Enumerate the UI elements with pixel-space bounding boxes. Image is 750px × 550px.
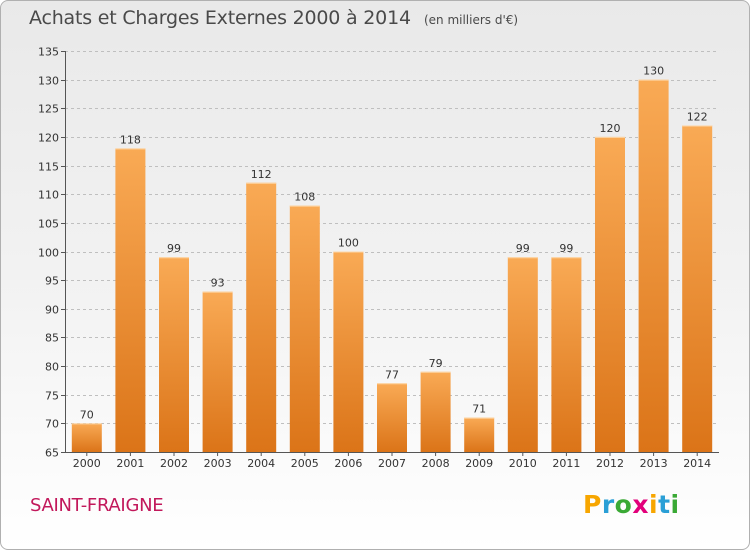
y-tick-label: 135 <box>38 46 59 59</box>
bar-value-label: 100 <box>338 237 359 250</box>
bar-value-label: 108 <box>294 191 315 204</box>
y-tick-label: 120 <box>38 132 59 145</box>
logo-letter: i <box>649 490 659 519</box>
logo-letter: P <box>583 490 602 519</box>
bar <box>420 371 451 452</box>
chart-title-row: Achats et Charges Externes 2000 à 2014 (… <box>29 7 518 29</box>
bar <box>595 136 625 452</box>
chart-title: Achats et Charges Externes 2000 à 2014 <box>29 7 411 29</box>
y-tick-label: 100 <box>38 247 59 260</box>
data-labels: 70 118 99 93 112 108 100 77 79 71 99 99 120 130 122 <box>80 65 708 422</box>
y-tick-label: 95 <box>45 275 59 288</box>
bar <box>464 417 495 452</box>
x-tick-label: 2012 <box>596 457 624 470</box>
bar <box>333 251 364 452</box>
bars <box>71 79 713 453</box>
bar-value-label: 120 <box>600 122 621 135</box>
bar <box>159 257 189 452</box>
proxiti-logo: Proxiti <box>583 490 680 519</box>
x-tick-label: 2010 <box>509 457 537 470</box>
bar <box>551 257 582 452</box>
logo-letter: r <box>601 490 615 519</box>
y-tick-label: 75 <box>45 390 59 403</box>
y-tick-label: 125 <box>38 103 59 116</box>
bar-value-label: 93 <box>211 277 225 290</box>
bar-value-label: 99 <box>516 242 530 255</box>
x-tick-label: 2007 <box>378 457 406 470</box>
bar <box>289 205 320 452</box>
x-tick-label: 2013 <box>640 457 668 470</box>
bar-value-label: 99 <box>559 242 573 255</box>
bar-value-label: 77 <box>385 368 399 381</box>
x-tick-label: 2008 <box>422 457 450 470</box>
bar-value-label: 71 <box>472 403 486 416</box>
axes <box>65 51 719 456</box>
x-tick-label: 2011 <box>552 457 580 470</box>
x-tick-label: 2003 <box>204 457 232 470</box>
y-tick-label: 105 <box>38 218 59 231</box>
bar-value-label: 79 <box>429 357 443 370</box>
y-tick-label: 110 <box>38 189 59 202</box>
x-tick-label: 2014 <box>683 457 711 470</box>
y-tick-label: 80 <box>45 361 59 374</box>
x-tick-label: 2006 <box>334 457 362 470</box>
y-tick-label: 115 <box>38 161 59 174</box>
commune-name: SAINT-FRAIGNE <box>30 495 164 516</box>
bar <box>246 182 277 452</box>
x-tick-label: 2000 <box>73 457 101 470</box>
y-tick-label: 65 <box>45 447 59 460</box>
logo-letter: o <box>614 490 633 519</box>
bar <box>507 257 538 452</box>
bar <box>682 125 713 452</box>
x-tick-label: 2001 <box>116 457 144 470</box>
y-tick-labels: 65 70 75 80 85 90 95 100 105 110 115 120 125 130 135 <box>38 46 59 460</box>
bar-value-label: 118 <box>120 133 141 146</box>
bar <box>377 383 407 452</box>
y-tick-label: 130 <box>38 75 59 88</box>
y-tick-label: 90 <box>45 304 59 317</box>
bar <box>71 423 102 452</box>
bar-value-label: 70 <box>80 408 94 421</box>
x-tick-label: 2005 <box>291 457 319 470</box>
y-tick-label: 85 <box>45 332 59 345</box>
x-tick-labels: 2000 2001 2002 2003 2004 2005 2006 2007 2008 2009… <box>73 457 711 470</box>
y-tick-label: 70 <box>45 418 59 431</box>
chart-unit: (en milliers d'€) <box>423 13 519 27</box>
bar-value-label: 99 <box>167 242 181 255</box>
bar-value-label: 112 <box>251 168 272 181</box>
logo-letter: t <box>658 490 671 519</box>
x-tick-label: 2002 <box>160 457 188 470</box>
bar <box>638 79 669 453</box>
x-tick-label: 2004 <box>247 457 275 470</box>
bar-value-label: 122 <box>687 110 708 123</box>
bar <box>202 291 233 452</box>
bar-value-label: 130 <box>643 65 664 78</box>
x-tick-label: 2009 <box>465 457 493 470</box>
bar <box>115 148 146 452</box>
logo-letter: i <box>670 490 680 519</box>
logo-letter: x <box>632 490 649 519</box>
